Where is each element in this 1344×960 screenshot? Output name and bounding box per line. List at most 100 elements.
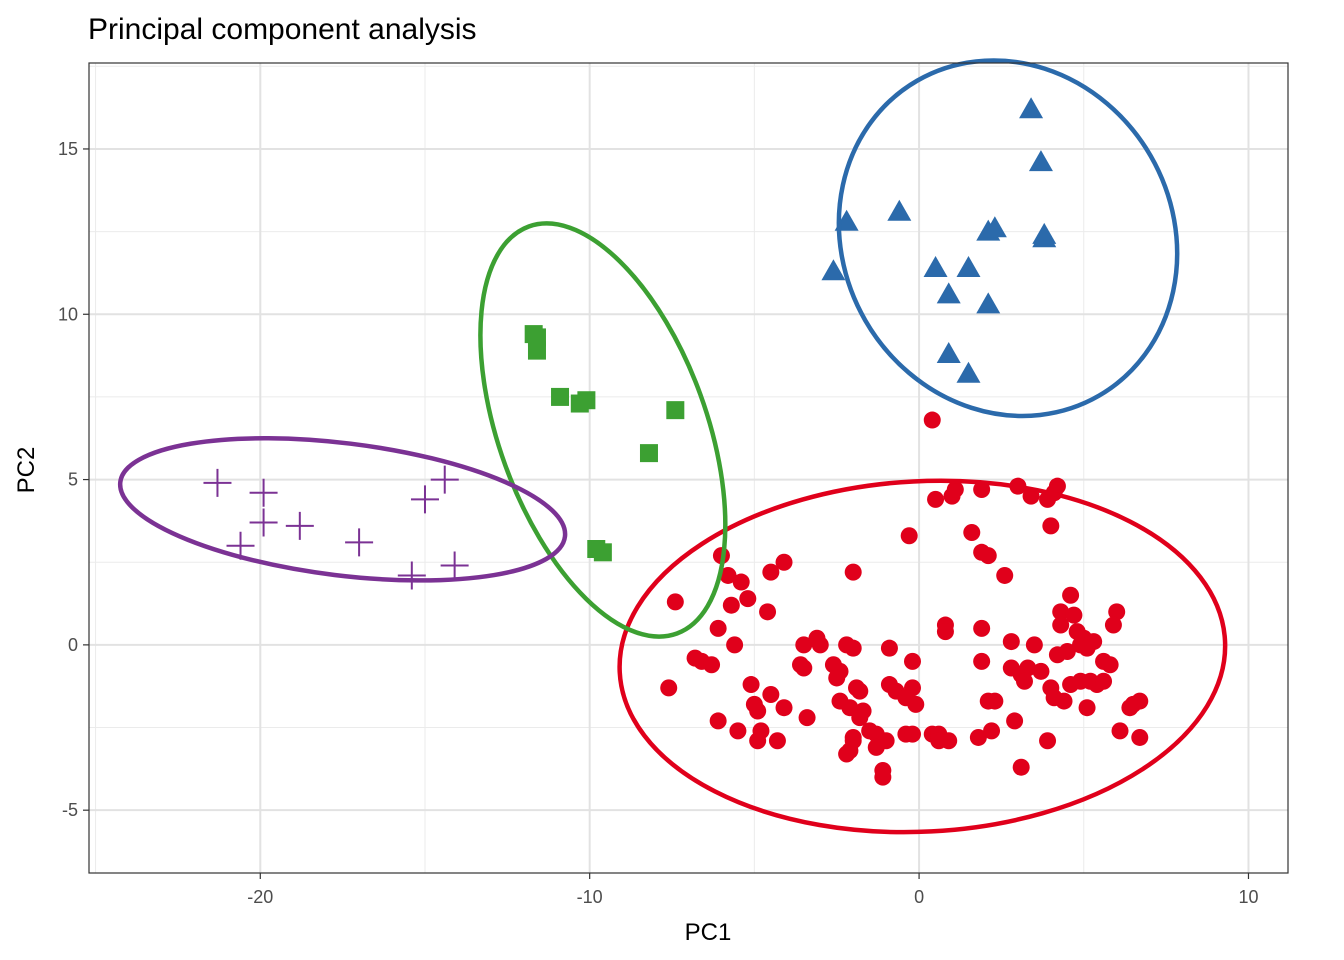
data-point	[249, 508, 278, 537]
data-point	[795, 636, 813, 654]
data-point	[1025, 636, 1043, 654]
data-point	[527, 341, 546, 360]
data-point	[739, 590, 757, 608]
data-point	[946, 480, 964, 498]
data-point	[982, 216, 1007, 238]
data-point	[996, 566, 1014, 584]
data-point	[430, 465, 459, 494]
data-point	[907, 695, 925, 713]
data-point	[821, 259, 846, 281]
data-points	[203, 97, 1149, 786]
data-point	[887, 199, 912, 221]
data-point	[1048, 646, 1066, 664]
plot-panel	[88, 58, 1289, 874]
data-point	[762, 685, 780, 703]
series-square	[524, 325, 685, 562]
x-tick-label: -10	[577, 887, 603, 907]
data-point	[660, 679, 678, 697]
data-point	[1101, 656, 1119, 674]
data-point	[666, 401, 685, 420]
data-point	[639, 444, 658, 463]
data-point	[719, 566, 737, 584]
data-point	[1012, 758, 1030, 776]
data-point	[844, 728, 862, 746]
data-point	[1078, 639, 1096, 657]
data-point	[973, 480, 991, 498]
data-point	[1052, 616, 1070, 634]
data-point	[440, 551, 469, 580]
data-point	[249, 478, 278, 507]
data-point	[791, 656, 809, 674]
cluster-ellipse	[836, 58, 1180, 419]
cluster-ellipse	[617, 478, 1228, 835]
data-point	[851, 709, 869, 727]
y-axis: -5 0 5 10 15	[58, 139, 89, 820]
data-point	[956, 361, 981, 383]
data-point	[732, 573, 750, 591]
data-point	[593, 543, 612, 562]
data-point	[666, 593, 684, 611]
data-point	[828, 669, 846, 687]
data-point	[709, 619, 727, 637]
data-point	[874, 768, 892, 786]
y-tick-label: 5	[68, 470, 78, 490]
data-point	[936, 623, 954, 641]
data-point	[1042, 517, 1060, 535]
data-point	[844, 563, 862, 581]
x-axis-title: PC1	[685, 919, 732, 946]
data-point	[923, 255, 948, 277]
data-point	[880, 639, 898, 657]
data-point	[936, 282, 961, 304]
data-point	[749, 702, 767, 720]
data-point	[900, 527, 918, 545]
series-plus	[203, 465, 469, 590]
data-point	[963, 523, 981, 541]
data-point	[1006, 712, 1024, 730]
data-point	[749, 732, 767, 750]
data-point	[709, 712, 727, 730]
y-tick-label: 15	[58, 139, 78, 159]
data-point	[775, 553, 793, 571]
y-tick-label: 10	[58, 304, 78, 324]
data-point	[936, 341, 961, 363]
data-point	[1055, 692, 1073, 710]
x-tick-label: -20	[247, 887, 273, 907]
data-point	[1065, 606, 1083, 624]
major-gridlines	[89, 63, 1288, 873]
data-point	[1028, 150, 1053, 172]
data-point	[979, 547, 997, 565]
data-point	[759, 603, 777, 621]
data-point	[798, 709, 816, 727]
data-point	[1039, 732, 1057, 750]
data-point	[811, 636, 829, 654]
data-point	[1111, 722, 1129, 740]
y-tick-label: -5	[62, 800, 78, 820]
data-point	[1078, 699, 1096, 717]
data-point	[1019, 97, 1044, 119]
data-point	[1121, 699, 1139, 717]
data-point	[410, 485, 439, 514]
data-point	[1002, 633, 1020, 651]
data-point	[1108, 603, 1126, 621]
data-point	[397, 561, 426, 590]
cluster-ellipse	[478, 221, 728, 639]
x-tick-label: 10	[1238, 887, 1258, 907]
chart-title: Principal component analysis	[88, 13, 477, 46]
data-point	[969, 728, 987, 746]
data-point	[986, 692, 1004, 710]
cluster-ellipse	[117, 435, 568, 583]
series-circle	[660, 411, 1149, 786]
data-point	[1032, 226, 1057, 248]
data-point	[956, 255, 981, 277]
data-point	[844, 639, 862, 657]
data-point	[345, 528, 374, 557]
data-point	[742, 676, 760, 694]
minor-gridlines	[89, 63, 1288, 873]
data-point	[973, 619, 991, 637]
data-point	[703, 656, 721, 674]
data-point	[570, 394, 589, 413]
data-point	[1015, 672, 1033, 690]
data-point	[762, 563, 780, 581]
data-point	[973, 652, 991, 670]
data-point	[903, 725, 921, 743]
